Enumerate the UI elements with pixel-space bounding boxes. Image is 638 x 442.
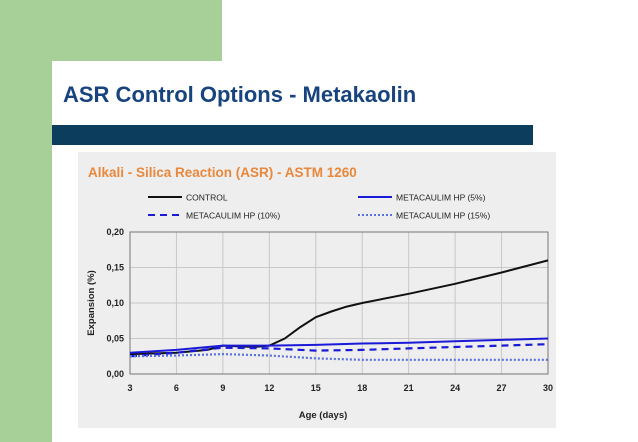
x-tick-label: 9: [220, 383, 225, 393]
legend-label: METACAULIM HP (10%): [186, 211, 280, 221]
title-underline-bar: [52, 125, 533, 145]
chart-series: [129, 259, 549, 361]
series-line: [129, 343, 549, 358]
y-tick-label: 0,05: [106, 334, 124, 344]
x-tick-label: 12: [264, 383, 274, 393]
sidebar-accent: [0, 0, 52, 442]
chart-title: Alkali - Silica Reaction (ASR) - ASTM 12…: [88, 165, 357, 180]
legend-label: METACAULIM HP (5%): [396, 193, 486, 203]
top-accent-block: [52, 0, 222, 61]
y-tick-label: 0,10: [106, 298, 124, 308]
slide-title: ASR Control Options - Metakaolin: [63, 82, 417, 107]
series-line: [129, 353, 548, 361]
y-tick-label: 0,15: [106, 263, 124, 273]
legend-label: METACAULIM HP (15%): [396, 211, 490, 221]
x-axis-label: Age (days): [299, 410, 348, 421]
x-tick-label: 30: [543, 383, 553, 393]
plot-area-border: [129, 231, 549, 375]
asr-line-chart: Alkali - Silica Reaction (ASR) - ASTM 12…: [78, 152, 556, 428]
x-tick-label: 18: [357, 383, 367, 393]
y-tick-label: 0,00: [106, 369, 124, 379]
legend-label: CONTROL: [186, 193, 228, 203]
x-tick-label: 15: [311, 383, 321, 393]
chart-legend: CONTROL METACAULIM HP (5%) METACAULIM HP (…: [148, 193, 490, 221]
y-tick-label: 0,20: [106, 227, 124, 237]
series-line: [129, 337, 549, 354]
chart-panel: Alkali - Silica Reaction (ASR) - ASTM 12…: [78, 152, 556, 428]
x-tick-label: 21: [404, 383, 414, 393]
x-tick-label: 24: [450, 383, 460, 393]
x-tick-label: 3: [127, 383, 132, 393]
y-axis-label: Expansion (%): [86, 270, 97, 335]
chart-axes: 0,00 0,05 0,10 0,15 0,20 3 6 9 12 15 18 21 24 27 30: [106, 227, 553, 393]
x-tick-label: 27: [497, 383, 507, 393]
x-tick-label: 6: [174, 383, 179, 393]
